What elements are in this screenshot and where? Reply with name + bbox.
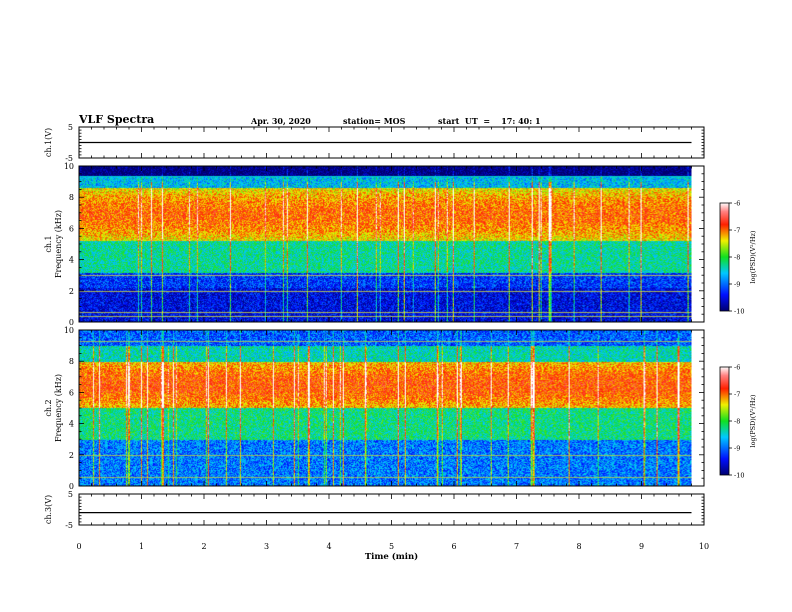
colorbar-tick-label: -6 [734, 364, 740, 372]
x-tick-label: 8 [576, 542, 581, 551]
y-axis-label: Frequency (kHz) [54, 210, 63, 278]
y-tick-label: 2 [69, 287, 74, 296]
y-tick-label: -5 [65, 521, 73, 530]
colorbar-tick-label: -7 [734, 227, 740, 235]
colorbar [719, 202, 730, 312]
colorbar [719, 366, 730, 476]
y-tick-label: 0 [69, 318, 74, 327]
station-label: station= MOS [343, 116, 406, 126]
start-ut-label: start UT = 17: 40: 1 [438, 116, 541, 126]
colorbar-tick-label: -10 [734, 472, 744, 480]
y-tick-label: 5 [68, 490, 73, 499]
colorbar-tick-label: -10 [734, 308, 744, 316]
y-tick-label: 10 [64, 326, 74, 335]
y-tick-label: -5 [65, 154, 73, 163]
colorbar-tick-label: -6 [734, 200, 740, 208]
colorbar-tick-label: -9 [734, 281, 740, 289]
x-tick-label: 0 [76, 542, 81, 551]
chart-title: VLF Spectra [79, 113, 155, 126]
colorbar-tick-label: -9 [734, 445, 740, 453]
colorbar-label: log(PSD)(V²/Hz) [749, 394, 757, 447]
spectrogram-layer [79, 166, 692, 486]
x-tick-label: 5 [389, 542, 394, 551]
date-label: Apr. 30, 2020 [251, 116, 311, 126]
y-tick-label: 4 [69, 256, 74, 265]
x-tick-label: 1 [139, 542, 144, 551]
colorbar-tick-label: -7 [734, 391, 740, 399]
y-tick-label: 10 [64, 162, 74, 171]
channel-label: ch.2 [44, 399, 53, 416]
y-axis-label: ch.3(V) [44, 495, 53, 524]
x-tick-label: 10 [699, 542, 709, 551]
y-axis-label: ch.1(V) [44, 128, 53, 157]
x-tick-label: 4 [326, 542, 331, 551]
y-tick-label: 5 [68, 123, 73, 132]
y-tick-label: 4 [69, 420, 74, 429]
y-axis-label: Frequency (kHz) [54, 374, 63, 442]
y-tick-label: 0 [69, 482, 74, 491]
x-tick-label: 3 [264, 542, 269, 551]
channel-label: ch.1 [44, 235, 53, 252]
x-axis-label: Time (min) [365, 551, 418, 562]
spectrogram-ch1 [79, 166, 692, 322]
y-tick-label: 8 [69, 193, 74, 202]
x-tick-label: 2 [201, 542, 206, 551]
y-tick-label: 6 [69, 388, 74, 397]
y-tick-label: 6 [69, 224, 74, 233]
y-tick-label: 8 [69, 357, 74, 366]
x-tick-label: 7 [514, 542, 519, 551]
spectrogram-ch2 [79, 330, 692, 486]
colorbar-tick-label: -8 [734, 254, 740, 262]
x-tick-label: 6 [451, 542, 456, 551]
colorbar-label: log(PSD)(V²/Hz) [749, 230, 757, 283]
colorbar-tick-label: -8 [734, 418, 740, 426]
y-tick-label: 2 [69, 451, 74, 460]
x-tick-label: 9 [639, 542, 644, 551]
